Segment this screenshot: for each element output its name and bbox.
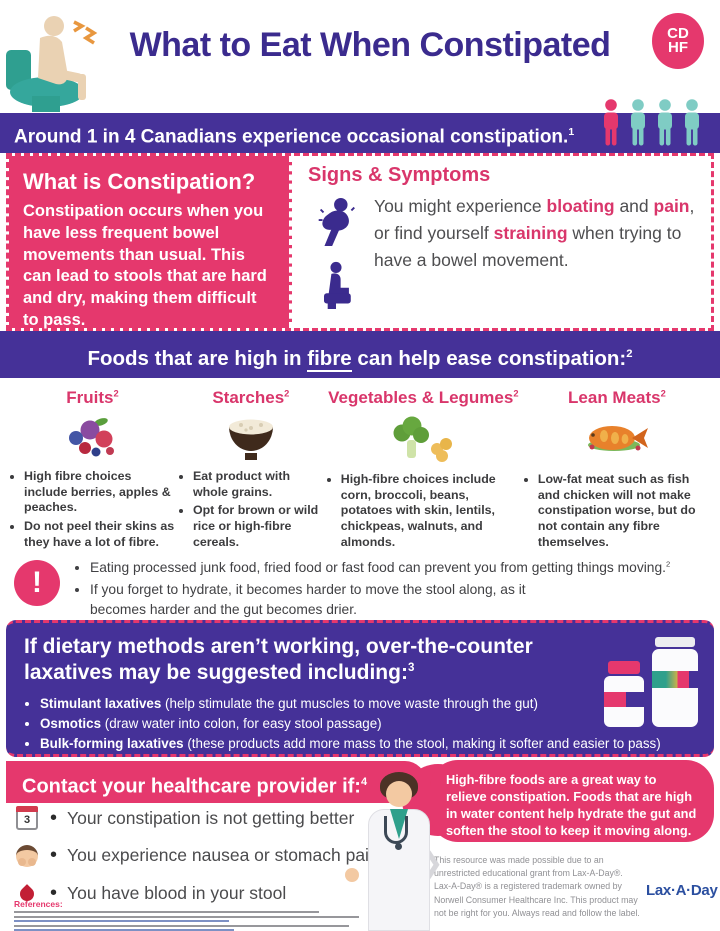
signs-symptoms-panel: Signs & Symptoms You might exper (292, 156, 711, 328)
fibre-underlined: fibre (307, 346, 352, 372)
stat-footnote: 1 (568, 127, 575, 138)
page-title: What to Eat When Constipated (129, 26, 611, 64)
reference-line (14, 920, 229, 922)
cdhf-logo: CD HF (652, 13, 704, 69)
contact-row: 3 • Your constipation is not getting bet… (14, 806, 414, 830)
food-column-lean-meats: Lean Meats2 Low-fat meat such as fish an… (522, 382, 712, 554)
food-columns: Fruits2 High fibre choices include berri… (0, 378, 720, 554)
food-bullet: High fibre choices include berries, appl… (24, 469, 177, 517)
contact-item-label: You have blood in your stool (67, 883, 287, 903)
fruits-icon (63, 410, 121, 467)
doctor-illustration (345, 772, 448, 931)
tall-bottle-icon (652, 637, 698, 727)
highlight-bloating: bloating (546, 196, 615, 216)
calendar-icon: 3 (16, 806, 38, 830)
food-bullet: Opt for brown or wild rice or high-fibre… (193, 503, 325, 551)
toilet-person-illustration (2, 10, 102, 117)
food-bullet: Do not peel their skins as they have a l… (24, 519, 177, 551)
what-is-body: Constipation occurs when you have less f… (23, 202, 267, 329)
warning-icon: ! (14, 560, 60, 606)
lax-a-day-logo: Lax·A·Day (646, 882, 718, 899)
contact-row: • You experience nausea or stomach pain (14, 844, 414, 867)
what-is-heading: What is Constipation? (23, 169, 256, 194)
laxative-bottles-illustration (598, 637, 698, 729)
fibre-band: Foods that are high in fibre can help ea… (0, 331, 720, 378)
person-icon (604, 99, 618, 146)
warning-list: Eating processed junk food, fried food o… (74, 558, 706, 622)
definition-symptoms-row: What is Constipation? Constipation occur… (6, 153, 714, 331)
bullet-dot: • (50, 882, 58, 904)
fruits-heading: Fruits2 (66, 388, 119, 407)
grant-disclaimer: This resource was made possible due to a… (434, 855, 640, 918)
food-bullet: Eat product with whole grains. (193, 469, 325, 501)
contact-row: • You have blood in your stool (14, 882, 414, 905)
references-block: References: (14, 899, 374, 931)
warning-bullet: If you forget to hydrate, it becomes har… (90, 580, 550, 620)
nausea-icon (16, 844, 38, 867)
person-icon (658, 99, 672, 146)
starches-heading: Starches2 (212, 388, 290, 407)
laxative-bullet: Bulk-forming laxatives (these products a… (40, 734, 696, 754)
food-column-fruits: Fruits2 High fibre choices include berri… (8, 382, 177, 554)
food-bullet: High-fibre choices include corn, broccol… (341, 472, 522, 551)
contact-item-label: Your constipation is not getting better (67, 807, 355, 828)
small-bottle-icon (604, 661, 644, 727)
reference-line (14, 929, 234, 931)
contact-provider-banner: Contact your healthcare provider if:4 (6, 761, 426, 803)
bullet-dot: • (50, 806, 58, 829)
laxatives-section: If dietary methods aren’t working, over-… (6, 620, 714, 771)
food-bullet: Low-fat meat such as fish and chicken wi… (538, 472, 712, 551)
person-icon (685, 99, 699, 146)
warning-bullet: Eating processed junk food, fried food o… (90, 558, 706, 578)
toilet-sitting-icon (324, 261, 351, 309)
highlight-pain: pain (653, 196, 690, 216)
contact-item-label: You experience nausea or stomach pain (67, 845, 379, 865)
food-column-vegetables: Vegetables & Legumes2 High-fibre choices… (325, 382, 522, 554)
reference-line (14, 924, 349, 927)
fish-icon (584, 410, 650, 470)
person-icon (631, 99, 645, 146)
stat-banner: Around 1 in 4 Canadians experience occas… (0, 99, 720, 153)
stat-text: Around 1 in 4 Canadians experience occas… (14, 126, 575, 148)
cdhf-logo-bottom: HF (668, 39, 688, 56)
references-label: References: (14, 899, 63, 909)
reference-line (14, 915, 359, 918)
lean-meats-heading: Lean Meats2 (568, 388, 666, 407)
signs-heading: Signs & Symptoms (308, 164, 491, 186)
tip-speech-bubble: High-fibre foods are a great way to reli… (430, 760, 714, 842)
reference-line (14, 911, 319, 913)
food-column-starches: Starches2 Eat product with whole grains.… (177, 382, 325, 554)
vegetables-heading: Vegetables & Legumes2 (328, 388, 519, 407)
laxatives-heading: If dietary methods aren’t working, over-… (24, 635, 533, 685)
laxative-bullet: Stimulant laxatives (help stimulate the … (40, 694, 696, 714)
signs-body-text: You might experience bloating and pain, … (374, 196, 695, 271)
broccoli-chickpeas-icon (390, 410, 456, 470)
what-is-constipation-panel: What is Constipation? Constipation occur… (9, 156, 292, 329)
bullet-dot: • (50, 844, 58, 866)
stomach-pain-icon (318, 197, 355, 247)
fibre-footnote: 2 (626, 348, 633, 360)
cdhf-logo-top: CD (667, 24, 689, 42)
laxative-bullet: Osmotics (draw water into colon, for eas… (40, 714, 696, 734)
rice-bowl-icon (224, 410, 278, 467)
highlight-straining: straining (493, 223, 568, 244)
people-icons (601, 94, 702, 153)
